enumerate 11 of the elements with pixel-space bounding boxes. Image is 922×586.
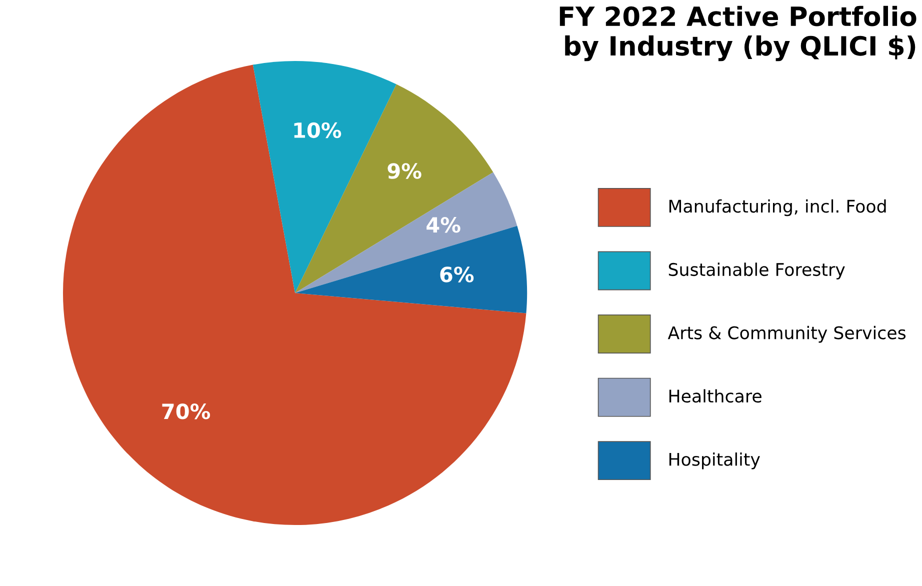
legend-label: Arts & Community Services: [668, 326, 906, 343]
legend-label: Sustainable Forestry: [668, 262, 845, 280]
legend-label: Manufacturing, incl. Food: [669, 199, 886, 216]
data-label: 9%: [388, 163, 422, 179]
data-label: 4%: [426, 216, 460, 233]
legend-label: Hospitality: [669, 452, 760, 470]
data-label: 10%: [294, 122, 342, 138]
chart-title: FY 2022 Active Portfolio by Industry (by QLICI $): [560, 6, 916, 62]
data-label: 6%: [440, 266, 474, 282]
legend-label: Healthcare: [669, 389, 762, 403]
data-label: 70%: [162, 403, 210, 420]
